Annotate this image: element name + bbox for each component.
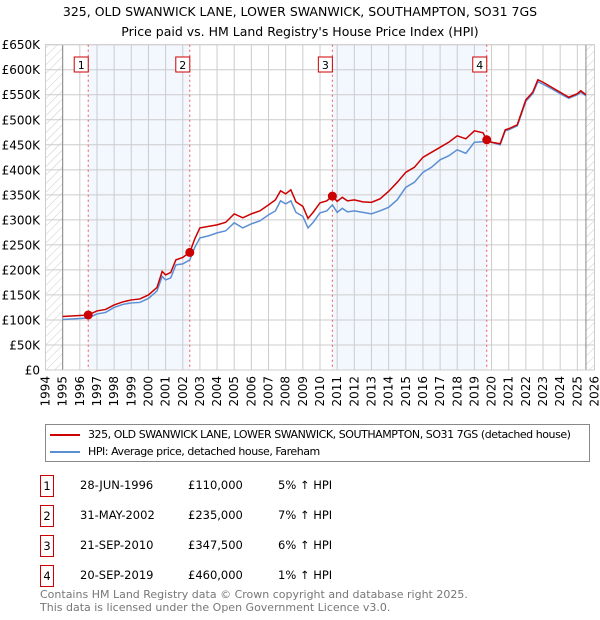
- x-tick-label: 2006: [244, 376, 258, 407]
- transaction-number: 3: [40, 535, 54, 557]
- sale-point: [327, 191, 337, 201]
- transaction-date: 20-SEP-2019: [80, 568, 154, 582]
- transaction-price: £460,000: [188, 568, 243, 582]
- shaded-range: [88, 44, 190, 370]
- x-tick-label: 1996: [73, 376, 87, 407]
- y-tick-label: £650K: [2, 38, 42, 52]
- y-tick-label: £100K: [2, 313, 42, 327]
- sale-point: [83, 310, 93, 320]
- transaction-price: £235,000: [188, 508, 243, 522]
- x-tick-label: 1999: [124, 376, 138, 407]
- y-tick-label: £150K: [2, 288, 42, 302]
- footer-line-1: Contains HM Land Registry data © Crown c…: [40, 588, 468, 601]
- transaction-row: 4 20-SEP-2019 £460,000 1% ↑ HPI: [40, 565, 580, 587]
- y-tick-label: £500K: [2, 113, 42, 127]
- x-tick-label: 2014: [382, 376, 396, 407]
- y-tick-label: £300K: [2, 213, 42, 227]
- transaction-price: £110,000: [188, 478, 243, 492]
- transaction-number: 2: [40, 505, 54, 527]
- sale-label: 4: [476, 59, 483, 72]
- x-tick-label: 2016: [416, 376, 430, 407]
- x-tick-label: 2024: [553, 376, 567, 407]
- x-tick-label: 2025: [570, 376, 584, 407]
- sale-label-box: [472, 56, 488, 73]
- x-tick-label: 2008: [279, 376, 293, 407]
- y-tick-label: £0: [25, 364, 40, 378]
- x-tick-label: 2026: [588, 376, 600, 407]
- price-chart: 325, OLD SWANWICK LANE, LOWER SWANWICK, …: [2, 4, 600, 407]
- transaction-hpi-change: 1% ↑ HPI: [278, 568, 333, 582]
- x-tick-label: 2015: [399, 376, 413, 407]
- transaction-hpi-change: 5% ↑ HPI: [278, 478, 333, 492]
- x-tick-label: 2013: [364, 376, 378, 407]
- legend: 325, OLD SWANWICK LANE, LOWER SWANWICK, …: [45, 424, 590, 462]
- legend-item-hpi: HPI: Average price, detached house, Fare…: [50, 444, 585, 459]
- x-tick-label: 2022: [519, 376, 533, 407]
- transaction-row: 1 28-JUN-1996 £110,000 5% ↑ HPI: [40, 475, 580, 497]
- sale-label: 2: [179, 59, 186, 72]
- hatched-range: [45, 44, 63, 370]
- hatched-range: [585, 44, 595, 370]
- y-tick-label: £250K: [2, 238, 42, 252]
- transaction-date: 21-SEP-2010: [80, 538, 154, 552]
- x-tick-label: 2009: [296, 376, 310, 407]
- x-tick-label: 2001: [159, 376, 173, 407]
- x-tick-label: 2010: [313, 376, 327, 407]
- x-tick-label: 2011: [330, 376, 344, 407]
- x-tick-label: 1994: [39, 376, 53, 407]
- transaction-price: £347,500: [188, 538, 243, 552]
- x-tick-label: 2000: [141, 376, 155, 407]
- x-tick-label: 2018: [450, 376, 464, 407]
- x-tick-label: 1997: [90, 376, 104, 407]
- sale-label: 3: [322, 59, 329, 72]
- chart-subtitle: Price paid vs. HM Land Registry's House …: [121, 24, 478, 39]
- y-tick-label: £550K: [2, 88, 42, 102]
- legend-item-property: 325, OLD SWANWICK LANE, LOWER SWANWICK, …: [50, 427, 585, 442]
- y-tick-label: £400K: [2, 163, 42, 177]
- x-tick-label: 1998: [107, 376, 121, 407]
- transaction-row: 3 21-SEP-2010 £347,500 6% ↑ HPI: [40, 535, 580, 557]
- y-tick-label: £50K: [9, 338, 41, 352]
- x-tick-label: 2019: [467, 376, 481, 407]
- x-tick-label: 2017: [433, 376, 447, 407]
- sale-point: [482, 135, 492, 145]
- transaction-hpi-change: 6% ↑ HPI: [278, 538, 333, 552]
- transaction-row: 2 31-MAY-2002 £235,000 7% ↑ HPI: [40, 505, 580, 527]
- footer-line-2: This data is licensed under the Open Gov…: [40, 601, 391, 614]
- x-tick-label: 1995: [56, 376, 70, 407]
- property-series-line: [62, 78, 587, 318]
- sale-label-box: [73, 56, 89, 73]
- x-tick-label: 2020: [485, 376, 499, 407]
- y-tick-label: £450K: [2, 138, 42, 152]
- sale-label: 1: [78, 59, 85, 72]
- legend-label-property: 325, OLD SWANWICK LANE, LOWER SWANWICK, …: [88, 428, 571, 441]
- plot-border: [45, 44, 595, 371]
- legend-swatch-red: [50, 433, 80, 436]
- x-tick-label: 2003: [193, 376, 207, 407]
- x-tick-label: 2004: [210, 376, 224, 407]
- shaded-range: [332, 44, 487, 370]
- chart-title: 325, OLD SWANWICK LANE, LOWER SWANWICK, …: [63, 4, 537, 19]
- transaction-hpi-change: 7% ↑ HPI: [278, 508, 333, 522]
- x-tick-label: 2007: [262, 376, 276, 407]
- transaction-number: 1: [40, 475, 54, 497]
- sale-point: [185, 247, 195, 257]
- y-tick-label: £200K: [2, 263, 42, 277]
- legend-swatch-blue: [50, 450, 80, 453]
- y-tick-label: £350K: [2, 188, 42, 202]
- transaction-date: 31-MAY-2002: [80, 508, 155, 522]
- footer: Contains HM Land Registry data © Crown c…: [40, 588, 468, 614]
- y-tick-label: £600K: [2, 63, 42, 77]
- x-tick-label: 2002: [176, 376, 190, 407]
- x-tick-label: 2023: [536, 376, 550, 407]
- sale-label-box: [317, 56, 333, 73]
- x-tick-label: 2005: [227, 376, 241, 407]
- x-tick-label: 2012: [347, 376, 361, 407]
- legend-label-hpi: HPI: Average price, detached house, Fare…: [88, 445, 320, 458]
- x-tick-label: 2021: [502, 376, 516, 407]
- transaction-date: 28-JUN-1996: [80, 478, 154, 492]
- sale-label-box: [175, 56, 191, 73]
- transaction-number: 4: [40, 565, 54, 587]
